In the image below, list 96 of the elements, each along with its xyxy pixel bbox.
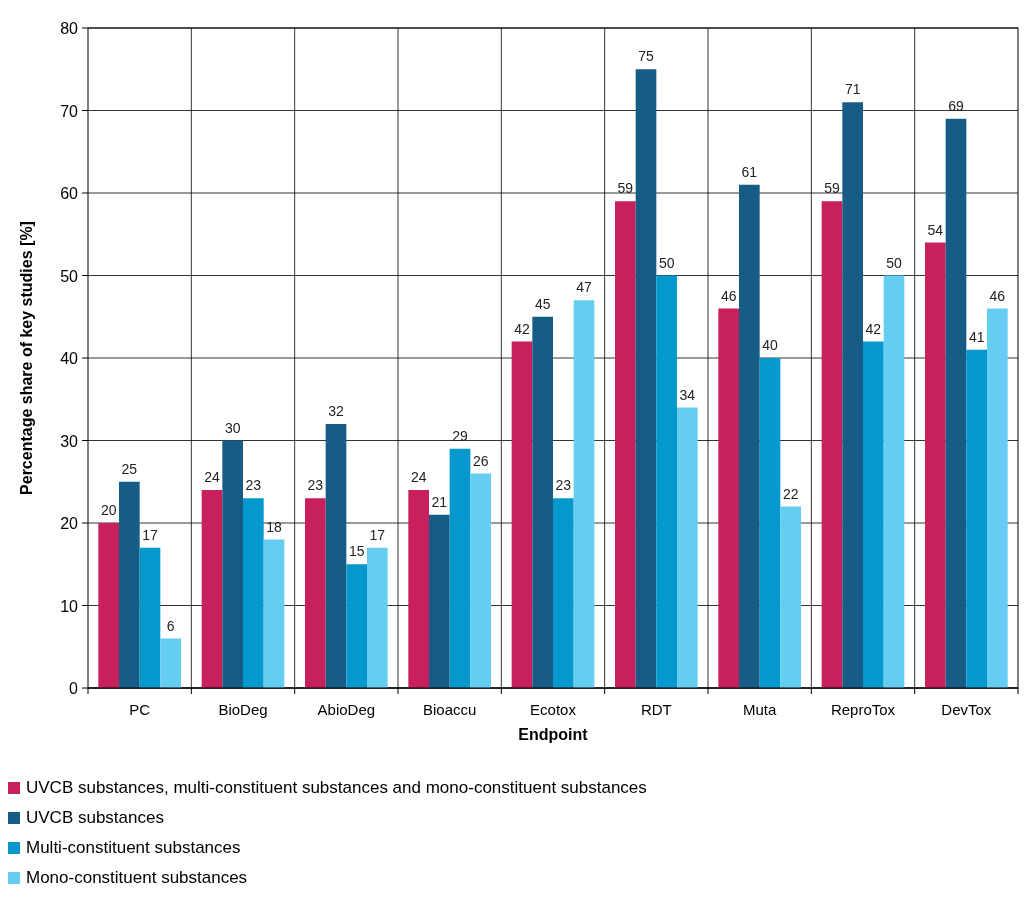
y-tick-label: 60 bbox=[60, 185, 79, 202]
data-label: 45 bbox=[534, 295, 551, 312]
bar bbox=[553, 498, 574, 688]
y-axis-title: Percentage share of key studies [%] bbox=[18, 221, 35, 495]
bar bbox=[367, 547, 388, 688]
data-label: 54 bbox=[927, 221, 944, 238]
data-label: 6 bbox=[166, 617, 175, 634]
bar bbox=[739, 184, 760, 688]
x-axis-title: Endpoint bbox=[518, 726, 589, 743]
bar bbox=[966, 349, 987, 688]
x-tick-label: Bioaccu bbox=[422, 701, 477, 718]
bar bbox=[656, 275, 677, 688]
bar bbox=[883, 275, 905, 688]
x-tick-label: DevTox bbox=[941, 701, 992, 718]
bar bbox=[532, 316, 553, 688]
y-tick-label: 40 bbox=[60, 350, 79, 367]
data-label: 41 bbox=[968, 328, 985, 345]
data-label: 42 bbox=[865, 320, 882, 337]
data-label: 17 bbox=[369, 526, 386, 543]
bar bbox=[863, 341, 884, 688]
bar bbox=[139, 547, 161, 688]
bar bbox=[263, 539, 285, 688]
data-label: 29 bbox=[452, 427, 468, 444]
bar bbox=[305, 498, 326, 688]
data-label: 15 bbox=[348, 543, 365, 560]
bar bbox=[759, 358, 781, 688]
x-tick-label: Ecotox bbox=[530, 701, 577, 718]
y-tick-label: 70 bbox=[60, 102, 79, 120]
x-tick-label: ReproTox bbox=[830, 701, 896, 718]
data-label: 21 bbox=[431, 493, 448, 510]
legend-label: UVCB substances, multi-constituent substances and mono-constituent substances bbox=[26, 778, 647, 797]
data-label: 47 bbox=[576, 279, 592, 296]
data-label: 25 bbox=[121, 460, 138, 477]
y-tick-label: 30 bbox=[60, 432, 79, 450]
bar bbox=[987, 308, 1008, 688]
bar bbox=[325, 424, 347, 688]
bar bbox=[718, 308, 739, 688]
data-label: 18 bbox=[266, 518, 282, 535]
data-label: 61 bbox=[741, 163, 758, 180]
data-label: 46 bbox=[989, 287, 1006, 304]
x-tick-label: PC bbox=[129, 701, 151, 718]
legend-label: UVCB substances bbox=[26, 808, 164, 827]
data-label: 23 bbox=[245, 477, 262, 494]
data-label: 46 bbox=[720, 287, 737, 304]
bar bbox=[677, 407, 698, 688]
bar bbox=[511, 341, 533, 688]
y-tick-label: 80 bbox=[60, 20, 79, 37]
bar bbox=[408, 490, 429, 688]
y-tick-label: 10 bbox=[60, 597, 79, 615]
bar bbox=[98, 523, 119, 688]
x-tick-label: BioDeg bbox=[218, 701, 268, 718]
data-label: 75 bbox=[638, 48, 654, 65]
x-tick-label: Muta bbox=[742, 701, 777, 718]
data-label: 26 bbox=[472, 452, 489, 469]
data-label: 69 bbox=[948, 97, 964, 114]
data-label: 40 bbox=[762, 337, 778, 353]
bar bbox=[615, 201, 636, 688]
bar bbox=[243, 498, 264, 688]
data-label: 23 bbox=[307, 477, 324, 494]
data-label: 32 bbox=[328, 403, 344, 419]
y-tick-label: 0 bbox=[69, 680, 79, 697]
bar bbox=[119, 481, 140, 688]
legend-label: Mono-constituent substances bbox=[26, 868, 248, 887]
y-tick-label: 20 bbox=[60, 515, 79, 532]
bar bbox=[925, 242, 946, 688]
bar bbox=[821, 201, 843, 688]
bar bbox=[222, 440, 243, 688]
bar bbox=[573, 300, 595, 688]
bar bbox=[470, 473, 491, 688]
data-label: 34 bbox=[679, 386, 696, 403]
data-label: 30 bbox=[224, 419, 241, 436]
data-label: 23 bbox=[555, 477, 572, 494]
data-label: 50 bbox=[658, 254, 675, 271]
data-label: 22 bbox=[782, 485, 799, 502]
data-label: 42 bbox=[514, 320, 530, 337]
bar bbox=[780, 506, 801, 688]
data-label: 24 bbox=[410, 469, 427, 485]
data-label: 17 bbox=[142, 526, 158, 543]
bar bbox=[160, 638, 181, 688]
bar bbox=[346, 564, 367, 688]
bar bbox=[429, 514, 450, 688]
data-label: 71 bbox=[844, 81, 861, 98]
bar bbox=[201, 490, 223, 688]
data-label: 59 bbox=[824, 180, 840, 197]
x-tick-label: AbioDeg bbox=[317, 701, 376, 718]
bar bbox=[842, 102, 863, 688]
bar bbox=[449, 448, 471, 688]
x-tick-label: RDT bbox=[640, 701, 672, 718]
y-tick-label: 50 bbox=[60, 267, 79, 285]
legend-label: Multi-constituent substances bbox=[26, 838, 241, 857]
bar bbox=[945, 118, 967, 688]
data-label: 50 bbox=[886, 254, 902, 271]
data-label: 59 bbox=[617, 180, 634, 197]
data-label: 24 bbox=[204, 469, 220, 485]
data-label: 20 bbox=[100, 502, 117, 518]
bar bbox=[635, 69, 657, 688]
